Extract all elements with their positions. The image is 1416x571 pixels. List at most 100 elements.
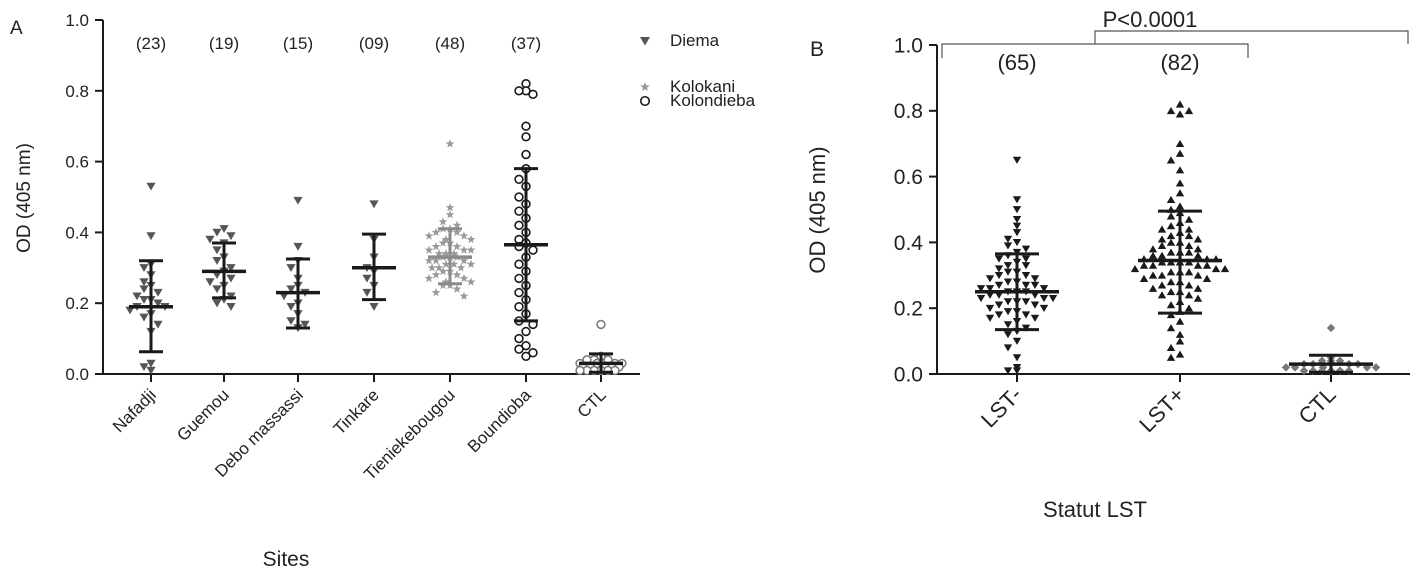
panel-b-y-ticks: 0.0 0.2 0.4 0.6 0.8 1.0 [894,34,937,386]
data-point [1012,156,1022,164]
data-point [466,234,476,244]
bracket-lst-groups [941,43,1249,58]
data-point [1157,271,1167,279]
data-point [1012,206,1022,214]
data-point [985,314,995,322]
data-point [1157,235,1167,243]
data-point [1175,317,1185,325]
data-point [212,299,222,308]
data-point [1021,245,1031,253]
y-tick-label: 0.2 [894,298,923,321]
data-point [1299,366,1309,375]
data-point [459,231,469,240]
data-point [445,139,455,148]
data-point [293,242,303,251]
data-point [431,256,441,265]
data-point [1021,271,1031,280]
y-tick-label: 0.4 [894,232,924,255]
data-point [575,365,585,376]
data-point [1202,274,1212,282]
data-point [293,196,303,205]
data-point [466,259,476,268]
data-point [994,301,1004,309]
data-point [369,200,379,209]
data-point [514,192,524,202]
data-point [528,245,538,255]
panel-b-mean-sd-bars [975,209,1373,374]
data-point [1184,304,1194,312]
legend-marker [640,37,650,46]
data-point [212,228,222,237]
data-point [1184,225,1194,233]
data-point [362,288,372,297]
data-point [1326,323,1336,333]
data-point [1184,281,1194,289]
data-point [132,292,142,301]
data-point [1281,363,1291,372]
data-point [1184,268,1194,276]
data-point [1012,367,1022,375]
x-tick-label: Guemou [173,385,233,445]
x-tick-label: LST+ [1134,382,1189,437]
data-point [1030,301,1040,309]
data-point [441,259,451,268]
data-point [125,306,135,315]
panel-b-letter: B [810,38,824,61]
data-point [1139,261,1149,269]
data-point [514,333,524,344]
data-point [1175,149,1185,157]
data-point [1012,239,1022,247]
data-point [1202,261,1212,269]
data-point [424,256,434,265]
data-point [452,220,462,229]
data-point [1021,262,1031,270]
data-point [438,217,448,226]
panel-a-y-ticks: 0.0 0.2 0.4 0.6 0.8 1.0 [65,11,103,384]
data-point [1021,311,1031,319]
data-point [521,149,531,160]
data-point [139,278,149,287]
data-point [286,285,296,294]
data-point [146,359,156,368]
data-point [139,295,149,304]
x-tick-label: Tinkare [330,385,383,438]
data-point [514,273,524,284]
data-point [1193,235,1203,243]
data-point [1175,202,1185,210]
data-point [226,264,236,272]
data-point [1193,261,1203,269]
data-point [1139,274,1149,282]
data-point [1039,285,1049,293]
data-point [139,285,149,294]
y-tick-label: 0.2 [65,294,89,313]
data-point [226,232,236,241]
data-point [434,263,444,272]
data-point [205,235,215,244]
data-point [431,242,441,251]
data-point [976,294,986,303]
data-point [1175,110,1185,118]
data-point [521,351,531,362]
data-point [1003,242,1013,250]
data-point [226,274,236,283]
data-point [1184,215,1194,223]
panel-a-y-axis-label: OD (405 nm) [14,143,35,253]
panel-a-letter: A [10,18,23,39]
count-label: (23) [136,34,166,53]
y-tick-label: 0.4 [65,223,89,242]
data-point [985,304,995,312]
data-point [994,281,1004,289]
data-point [431,288,441,297]
data-point [153,320,163,329]
data-point [1003,367,1013,375]
data-point [452,284,462,293]
data-point [1003,262,1013,270]
data-point [459,273,469,283]
panel-b: B OD (405 nm) 0.00.20.40.60.81.0 LST- LST… [805,7,1410,522]
count-label: (48) [435,34,465,53]
data-point [1148,251,1158,259]
data-point [1048,294,1058,303]
data-point [153,299,163,308]
data-point [1166,343,1176,352]
